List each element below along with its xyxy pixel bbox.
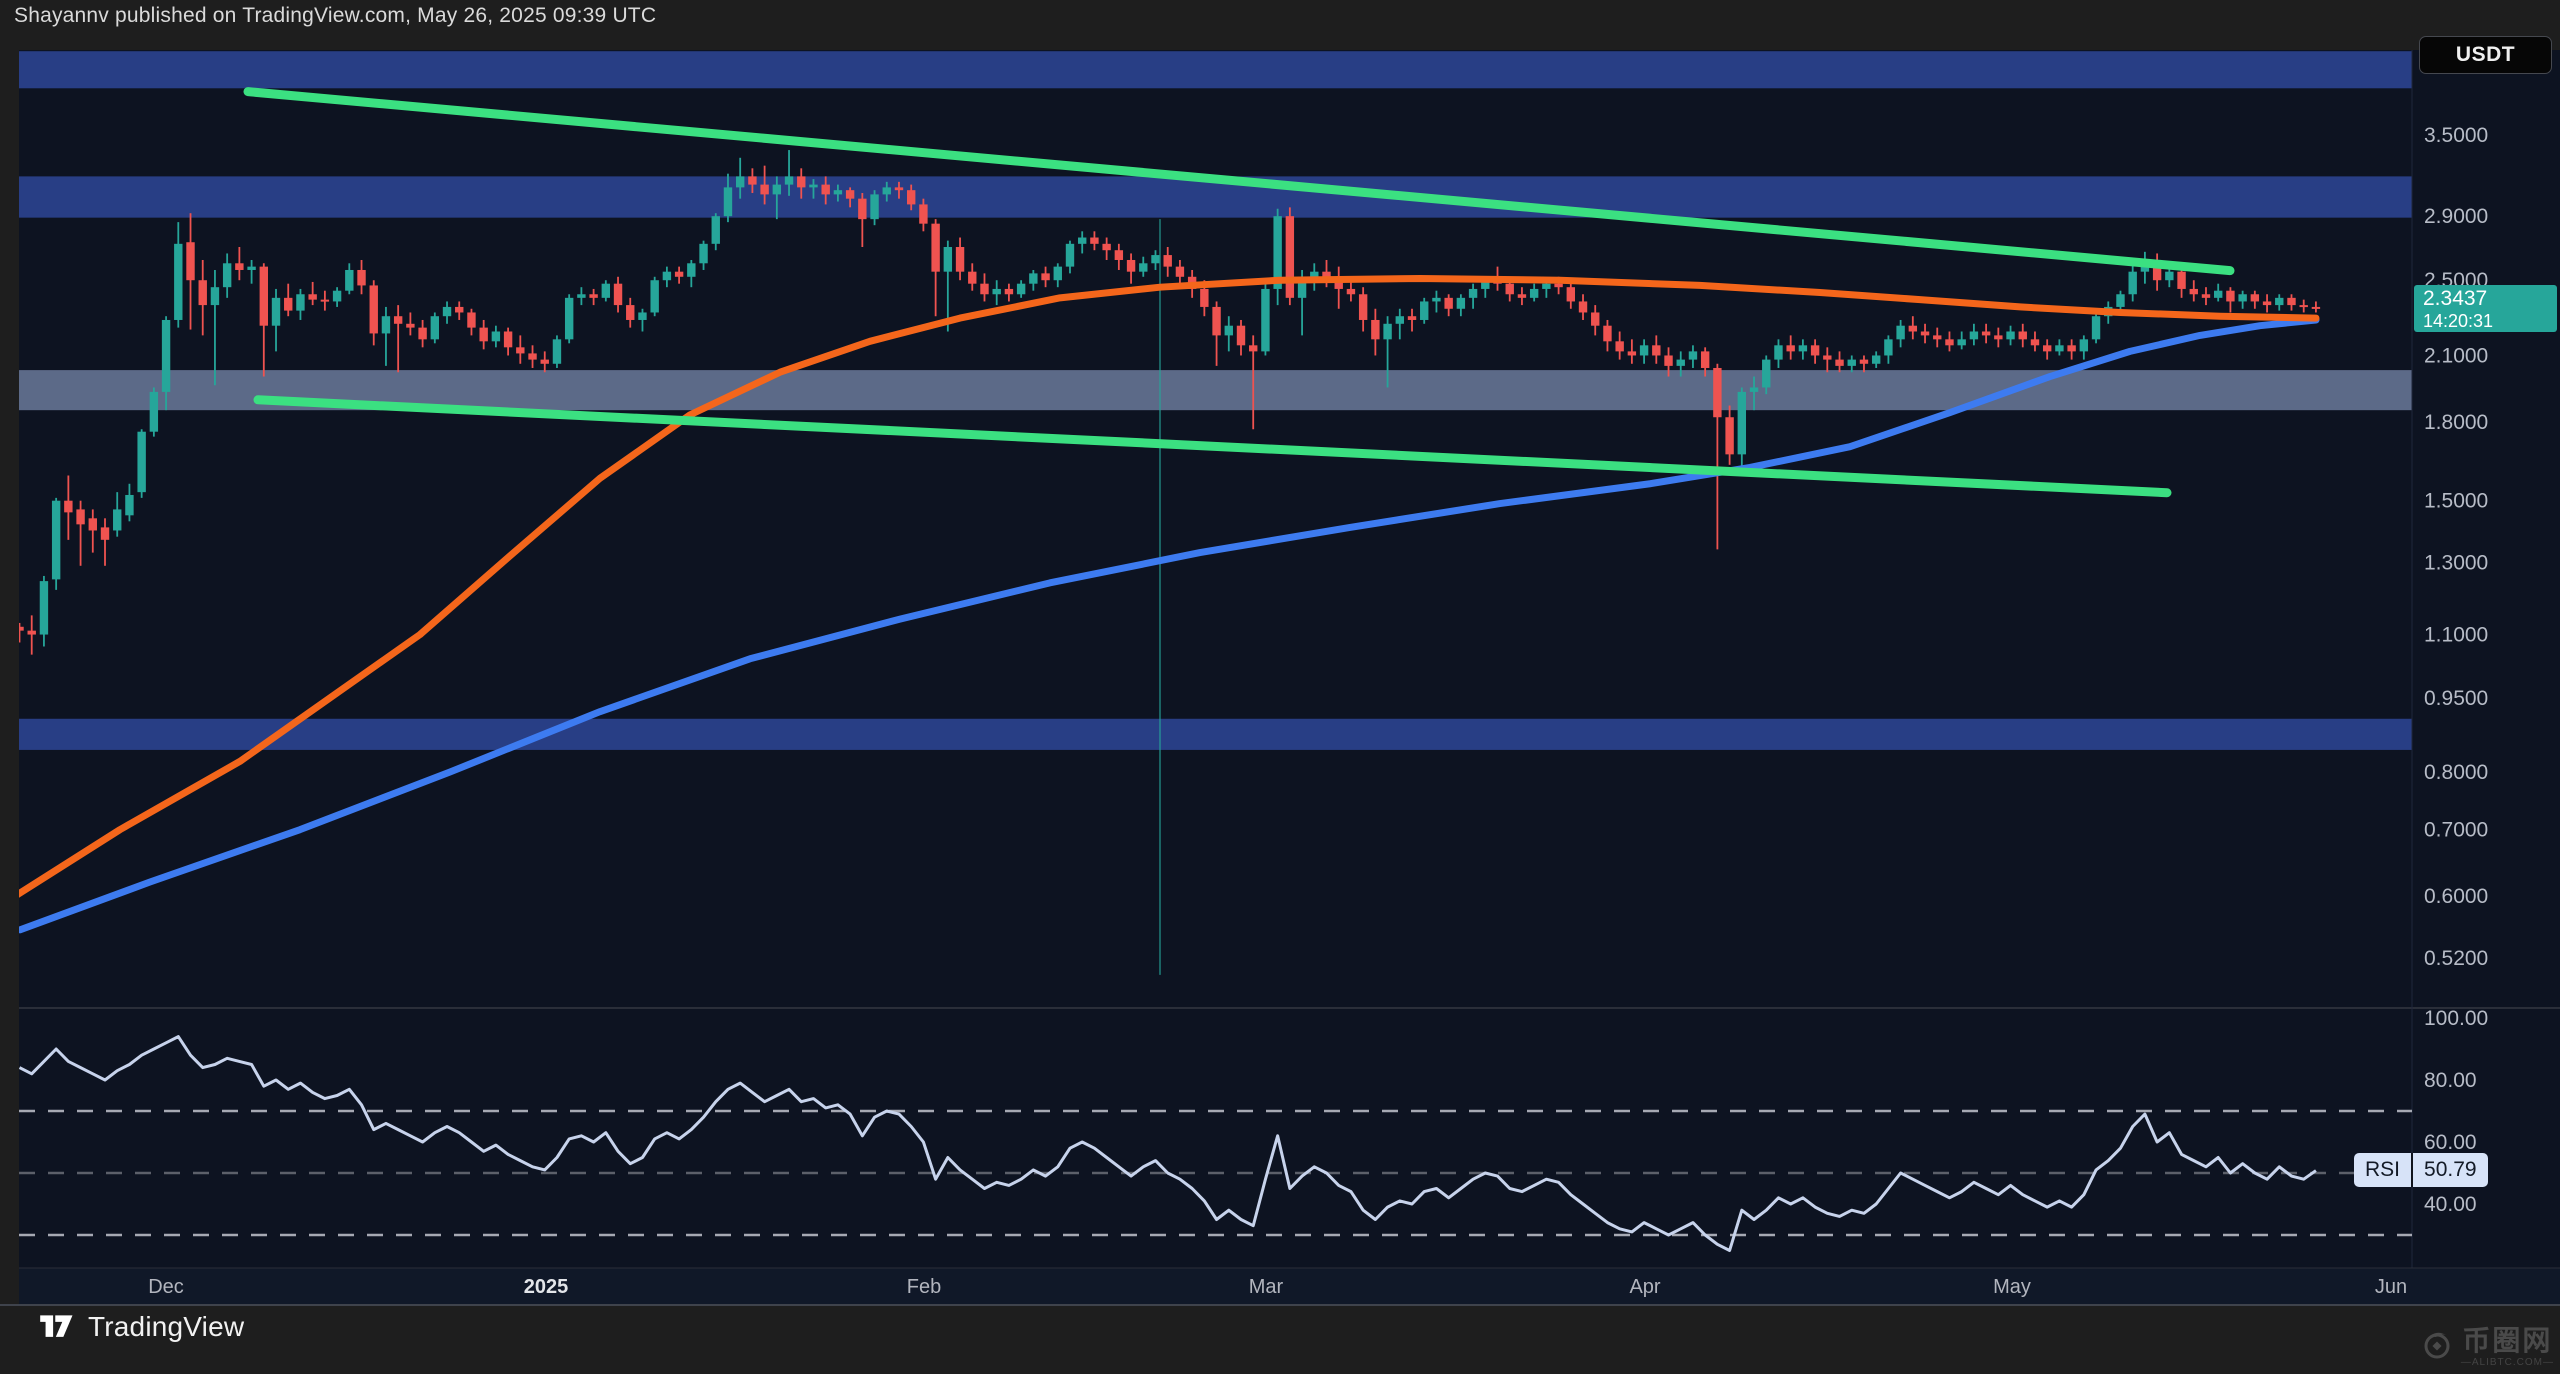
rsi-tick-60.00: 60.00 [2424,1131,2477,1154]
price-tick-1.5000: 1.5000 [2424,490,2488,513]
tradingview-brand-text: TradingView [88,1310,245,1342]
price-tick-1.3000: 1.3000 [2424,551,2488,574]
time-label-Feb: Feb [907,1276,941,1298]
zones-layer [19,51,2412,750]
time-axis[interactable] [19,1268,2560,1305]
time-axis-labels[interactable]: Dec 2025 Feb Mar Apr May Jun [148,1276,2407,1298]
rsi-label: RSI [2365,1158,2401,1181]
price-tick-0.8000: 0.8000 [2424,761,2488,784]
watermark-site-url: —ALIBTC.COM— [2460,1357,2554,1368]
sma-fast-line [19,274,2320,898]
sma-slow-line [19,316,2320,934]
price-tick-0.7000: 0.7000 [2424,819,2488,842]
price-tick-1.8000: 1.8000 [2424,411,2488,434]
rsi-line [19,1035,2317,1252]
time-label-May: May [1993,1276,2031,1298]
rsi-badge-divider [2411,1153,2414,1187]
upper-resistance-zone [19,51,2412,89]
price-tick-2.1000: 2.1000 [2424,344,2488,367]
time-label-Apr: Apr [1629,1276,1660,1298]
rsi-tick-40.00: 40.00 [2424,1193,2477,1216]
rsi-tick-80.00: 80.00 [2424,1069,2477,1092]
watermark-logo-icon [2420,1328,2454,1367]
price-tick-3.5000: 3.5000 [2424,124,2488,147]
price-tick-2.9000: 2.9000 [2424,205,2488,228]
price-tick-0.5200: 0.5200 [2424,947,2488,970]
price-tick-0.6000: 0.6000 [2424,885,2488,908]
time-label-Jun: Jun [2375,1276,2407,1298]
price-tick-1.1000: 1.1000 [2424,624,2488,647]
rsi-value-badge: RSI 50.79 [2354,1153,2488,1187]
time-label-Mar: Mar [1249,1276,1284,1298]
candle-countdown-timer: 14:20:31 [2423,311,2494,331]
last-price-badge: 2.3437 14:20:31 [2414,285,2557,332]
descending-resistance-line [243,87,2235,276]
quote-currency-pill[interactable]: USDT [2419,36,2552,74]
time-label-Dec: Dec [148,1276,184,1298]
tradingview-footer-link[interactable]: TradingView [40,1310,244,1343]
descending-support-line [253,395,2172,498]
rsi-value: 50.79 [2424,1158,2477,1181]
rsi-tick-100.00: 100.00 [2424,1007,2488,1030]
time-label-2025: 2025 [524,1276,569,1298]
lower-support-zone [19,718,2412,750]
price-tick-0.9500: 0.9500 [2424,687,2488,710]
rsi-pane [19,1035,2412,1252]
tradingview-logo-icon [40,1310,77,1343]
last-price-value: 2.3437 [2423,287,2488,310]
watermark-site-name: 币圈网 [2462,1325,2553,1356]
publish-banner: Shayannv published on TradingView.com, M… [14,4,657,27]
watermark: 币圈网 —ALIBTC.COM— [2420,1327,2554,1368]
price-axis-labels[interactable]: 3.50002.90002.50002.10001.80001.50001.30… [2424,124,2488,1216]
